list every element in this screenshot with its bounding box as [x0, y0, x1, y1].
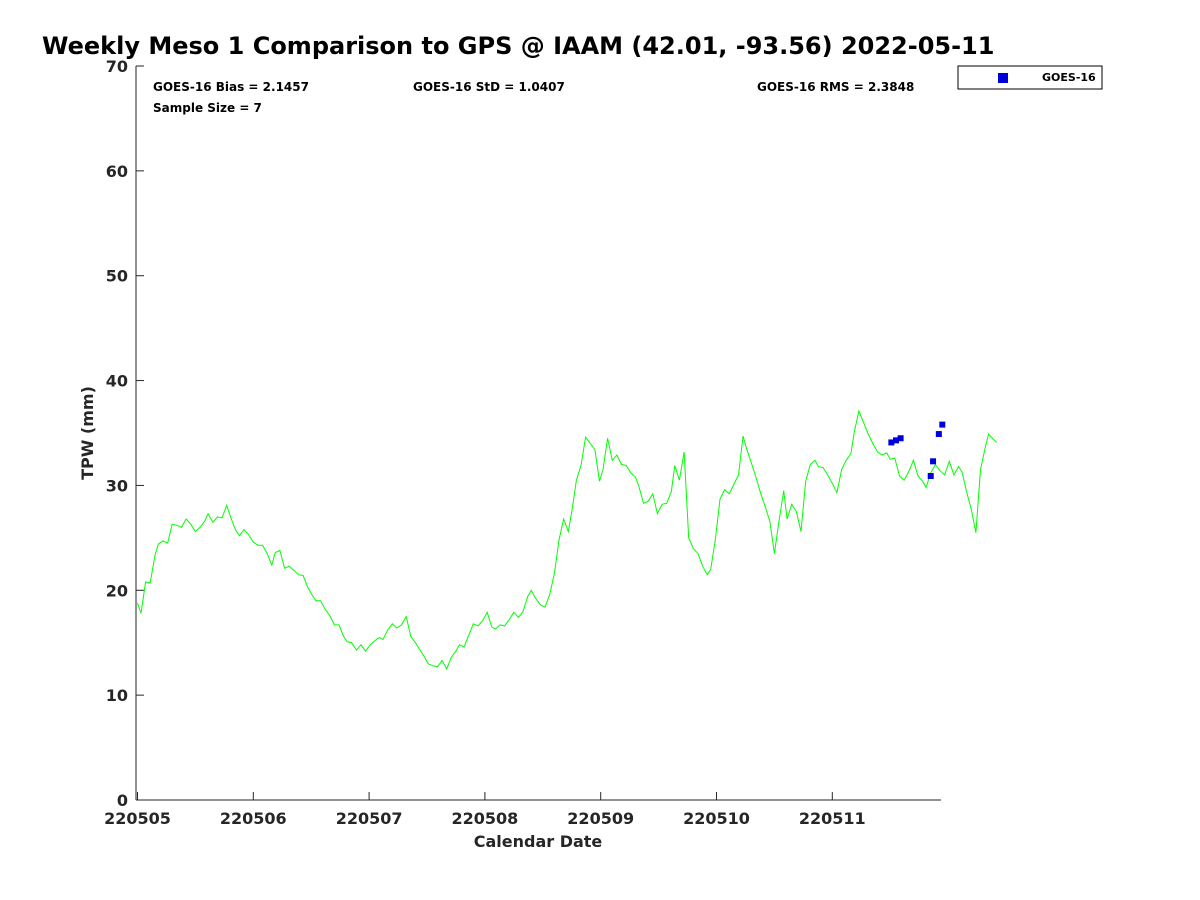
- bias-stat: GOES-16 Bias = 2.1457: [153, 80, 309, 94]
- x-tick-label: 220509: [567, 809, 634, 828]
- y-tick-label: 50: [106, 267, 128, 286]
- sample-size-stat: Sample Size = 7: [153, 101, 262, 115]
- legend-box: [957, 65, 1103, 90]
- y-tick-label: 70: [106, 57, 128, 76]
- y-axis-label: TPW (mm): [78, 386, 97, 480]
- goes-16-point: [892, 437, 899, 444]
- x-ticks: 220505 220506 220507 220508 220509 220510 2205…: [104, 792, 866, 828]
- legend-label: GOES-16: [1042, 71, 1096, 84]
- y-tick-label: 20: [106, 581, 128, 600]
- y-tick-label: 30: [106, 476, 128, 495]
- plot-area: [137, 409, 998, 671]
- chart-title: Weekly Meso 1 Comparison to GPS @ IAAM (…: [42, 32, 994, 60]
- legend: GOES-16: [957, 65, 1103, 90]
- x-tick-label: 220508: [452, 809, 519, 828]
- x-tick-label: 220511: [799, 809, 866, 828]
- x-tick-label: 220505: [104, 809, 171, 828]
- axes: [135, 66, 941, 801]
- goes-16-point: [935, 431, 942, 438]
- y-tick-label: 0: [117, 791, 128, 810]
- x-tick-label: 220510: [683, 809, 750, 828]
- goes-16-point: [930, 458, 937, 465]
- x-tick-label: 220506: [220, 809, 287, 828]
- goes-16-point: [939, 421, 946, 428]
- goes-16-point: [888, 439, 895, 446]
- x-axis-label: Calendar Date: [474, 832, 603, 851]
- y-tick-label: 60: [106, 162, 128, 181]
- goes-16-point: [927, 472, 934, 479]
- x-tick-label: 220507: [336, 809, 403, 828]
- rms-stat: GOES-16 RMS = 2.3848: [757, 80, 914, 94]
- goes-16-point: [897, 435, 904, 442]
- gps-tpw-line: [137, 409, 998, 671]
- y-ticks: 0 10 20 30 40 50 60 70: [106, 57, 144, 810]
- std-stat: GOES-16 StD = 1.0407: [413, 80, 565, 94]
- y-tick-label: 40: [106, 372, 128, 391]
- legend-marker: [998, 73, 1008, 83]
- y-tick-label: 10: [106, 686, 128, 705]
